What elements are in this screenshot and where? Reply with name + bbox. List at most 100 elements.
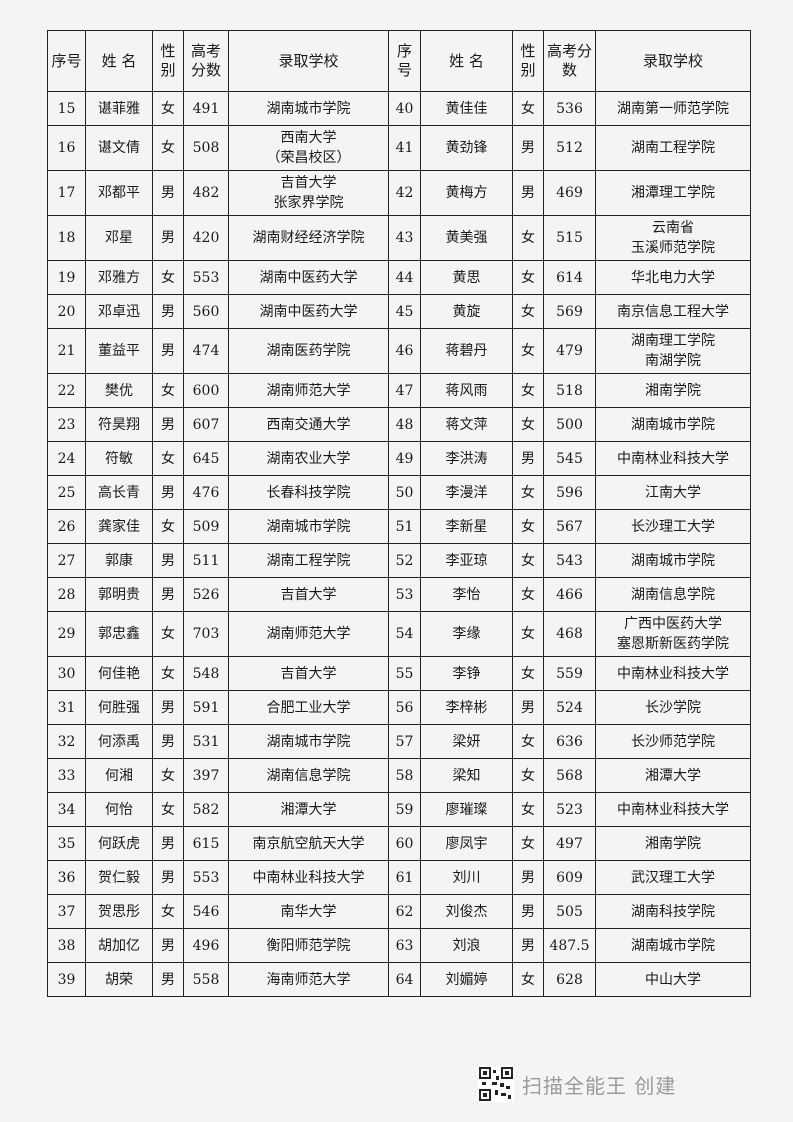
- index-cell: 61: [388, 860, 421, 895]
- gender-cell: 女: [512, 826, 544, 861]
- index-cell: 45: [388, 294, 421, 329]
- gender-cell: 女: [512, 294, 544, 329]
- school-cell: 合肥工业大学: [228, 690, 389, 725]
- name-cell: 董益平: [85, 328, 153, 374]
- school-cell: 湖南师范大学: [228, 373, 389, 408]
- school-cell: 湖南城市学院: [228, 91, 389, 126]
- name-cell: 邓星: [85, 215, 153, 261]
- name-cell: 李梓彬: [420, 690, 513, 725]
- index-cell: 54: [388, 611, 421, 657]
- score-cell: 559: [543, 656, 596, 691]
- table-row: 35 何跃虎男 615 南京航空航天大学 60 廖凤宇女 497 湘南学院: [47, 826, 751, 861]
- score-cell: 508: [183, 125, 229, 171]
- name-cell: 刘川: [420, 860, 513, 895]
- index-cell: 22: [47, 373, 86, 408]
- score-cell: 474: [183, 328, 229, 374]
- name-cell: 何胜强: [85, 690, 153, 725]
- school-cell: 湖南中医药大学: [228, 260, 389, 295]
- school-cell: 中山大学: [595, 962, 751, 997]
- gender-cell: 男: [152, 294, 184, 329]
- name-cell: 何添禹: [85, 724, 153, 759]
- gender-cell: 男: [152, 860, 184, 895]
- score-cell: 523: [543, 792, 596, 827]
- school-cell: 武汉理工大学: [595, 860, 751, 895]
- score-cell: 469: [543, 170, 596, 216]
- score-cell: 466: [543, 577, 596, 612]
- score-cell: 548: [183, 656, 229, 691]
- table-row: 32 何添禹男 531 湖南城市学院 57 梁妍女 636 长沙师范学院: [47, 724, 751, 759]
- score-cell: 511: [183, 543, 229, 578]
- gender-cell: 男: [512, 690, 544, 725]
- score-cell: 531: [183, 724, 229, 759]
- gender-cell: 男: [512, 125, 544, 171]
- school-cell: 中南林业科技大学: [228, 860, 389, 895]
- name-cell: 黄思: [420, 260, 513, 295]
- gender-cell: 女: [152, 894, 184, 929]
- index-cell: 18: [47, 215, 86, 261]
- school-cell: 西南交通大学: [228, 407, 389, 442]
- school-cell: 湘潭大学: [228, 792, 389, 827]
- index-cell: 17: [47, 170, 86, 216]
- table-row: 27 郭康男 511 湖南工程学院 52 李亚琼女 543 湖南城市学院: [47, 543, 751, 578]
- school-cell: 湖南城市学院: [228, 509, 389, 544]
- index-cell: 48: [388, 407, 421, 442]
- qr-icon: [478, 1066, 514, 1102]
- gender-cell: 女: [152, 373, 184, 408]
- name-cell: 贺思彤: [85, 894, 153, 929]
- gender-cell: 男: [512, 894, 544, 929]
- table-row: 39 胡荣男 558 海南师范大学 64 刘媚婷女 628 中山大学: [47, 962, 751, 997]
- name-cell: 何怡: [85, 792, 153, 827]
- table-row: 28 郭明贵男 526 吉首大学 53 李怡女 466 湖南信息学院: [47, 577, 751, 612]
- school-cell: 华北电力大学: [595, 260, 751, 295]
- gender-cell: 女: [152, 656, 184, 691]
- school-cell: 湖南第一师范学院: [595, 91, 751, 126]
- score-cell: 518: [543, 373, 596, 408]
- index-cell: 44: [388, 260, 421, 295]
- school-cell: 湖南信息学院: [228, 758, 389, 793]
- school-cell: 湖南城市学院: [595, 543, 751, 578]
- index-cell: 33: [47, 758, 86, 793]
- score-cell: 420: [183, 215, 229, 261]
- school-cell: 衡阳师范学院: [228, 928, 389, 963]
- score-cell: 496: [183, 928, 229, 963]
- school-cell: 湖南医药学院: [228, 328, 389, 374]
- gender-cell: 女: [152, 611, 184, 657]
- gender-cell: 男: [152, 826, 184, 861]
- gender-cell: 女: [152, 441, 184, 476]
- score-cell: 497: [543, 826, 596, 861]
- index-cell: 60: [388, 826, 421, 861]
- gender-cell: 女: [512, 577, 544, 612]
- score-cell: 628: [543, 962, 596, 997]
- name-cell: 李洪涛: [420, 441, 513, 476]
- school-cell: 南京信息工程大学: [595, 294, 751, 329]
- name-cell: 邓都平: [85, 170, 153, 216]
- table-row: 17 邓都平男 482 吉首大学 张家界学院 42 黄梅方男 469 湘潭理工学院: [47, 170, 751, 216]
- table-row: 31 何胜强男 591 合肥工业大学 56 李梓彬男 524 长沙学院: [47, 690, 751, 725]
- index-cell: 58: [388, 758, 421, 793]
- gender-cell: 男: [152, 407, 184, 442]
- score-cell: 615: [183, 826, 229, 861]
- header-cell: 姓 名: [420, 30, 513, 92]
- score-cell: 512: [543, 125, 596, 171]
- index-cell: 32: [47, 724, 86, 759]
- name-cell: 郭明贵: [85, 577, 153, 612]
- name-cell: 黄劲锋: [420, 125, 513, 171]
- score-cell: 505: [543, 894, 596, 929]
- index-cell: 21: [47, 328, 86, 374]
- table-row: 15 谌菲雅女 491 湖南城市学院 40 黄佳佳女 536 湖南第一师范学院: [47, 91, 751, 126]
- score-cell: 524: [543, 690, 596, 725]
- name-cell: 郭康: [85, 543, 153, 578]
- score-cell: 543: [543, 543, 596, 578]
- name-cell: 符敏: [85, 441, 153, 476]
- school-cell: 中南林业科技大学: [595, 441, 751, 476]
- name-cell: 黄旋: [420, 294, 513, 329]
- table-row: 38 胡加亿男 496 衡阳师范学院 63 刘浪男 487.5 湖南城市学院: [47, 928, 751, 963]
- name-cell: 何湘: [85, 758, 153, 793]
- school-cell: 南华大学: [228, 894, 389, 929]
- score-cell: 600: [183, 373, 229, 408]
- gender-cell: 女: [512, 373, 544, 408]
- gender-cell: 男: [152, 724, 184, 759]
- header-cell: 录取学校: [228, 30, 389, 92]
- footer-text: 扫描全能王 创建: [522, 1073, 677, 1098]
- gender-cell: 女: [152, 125, 184, 171]
